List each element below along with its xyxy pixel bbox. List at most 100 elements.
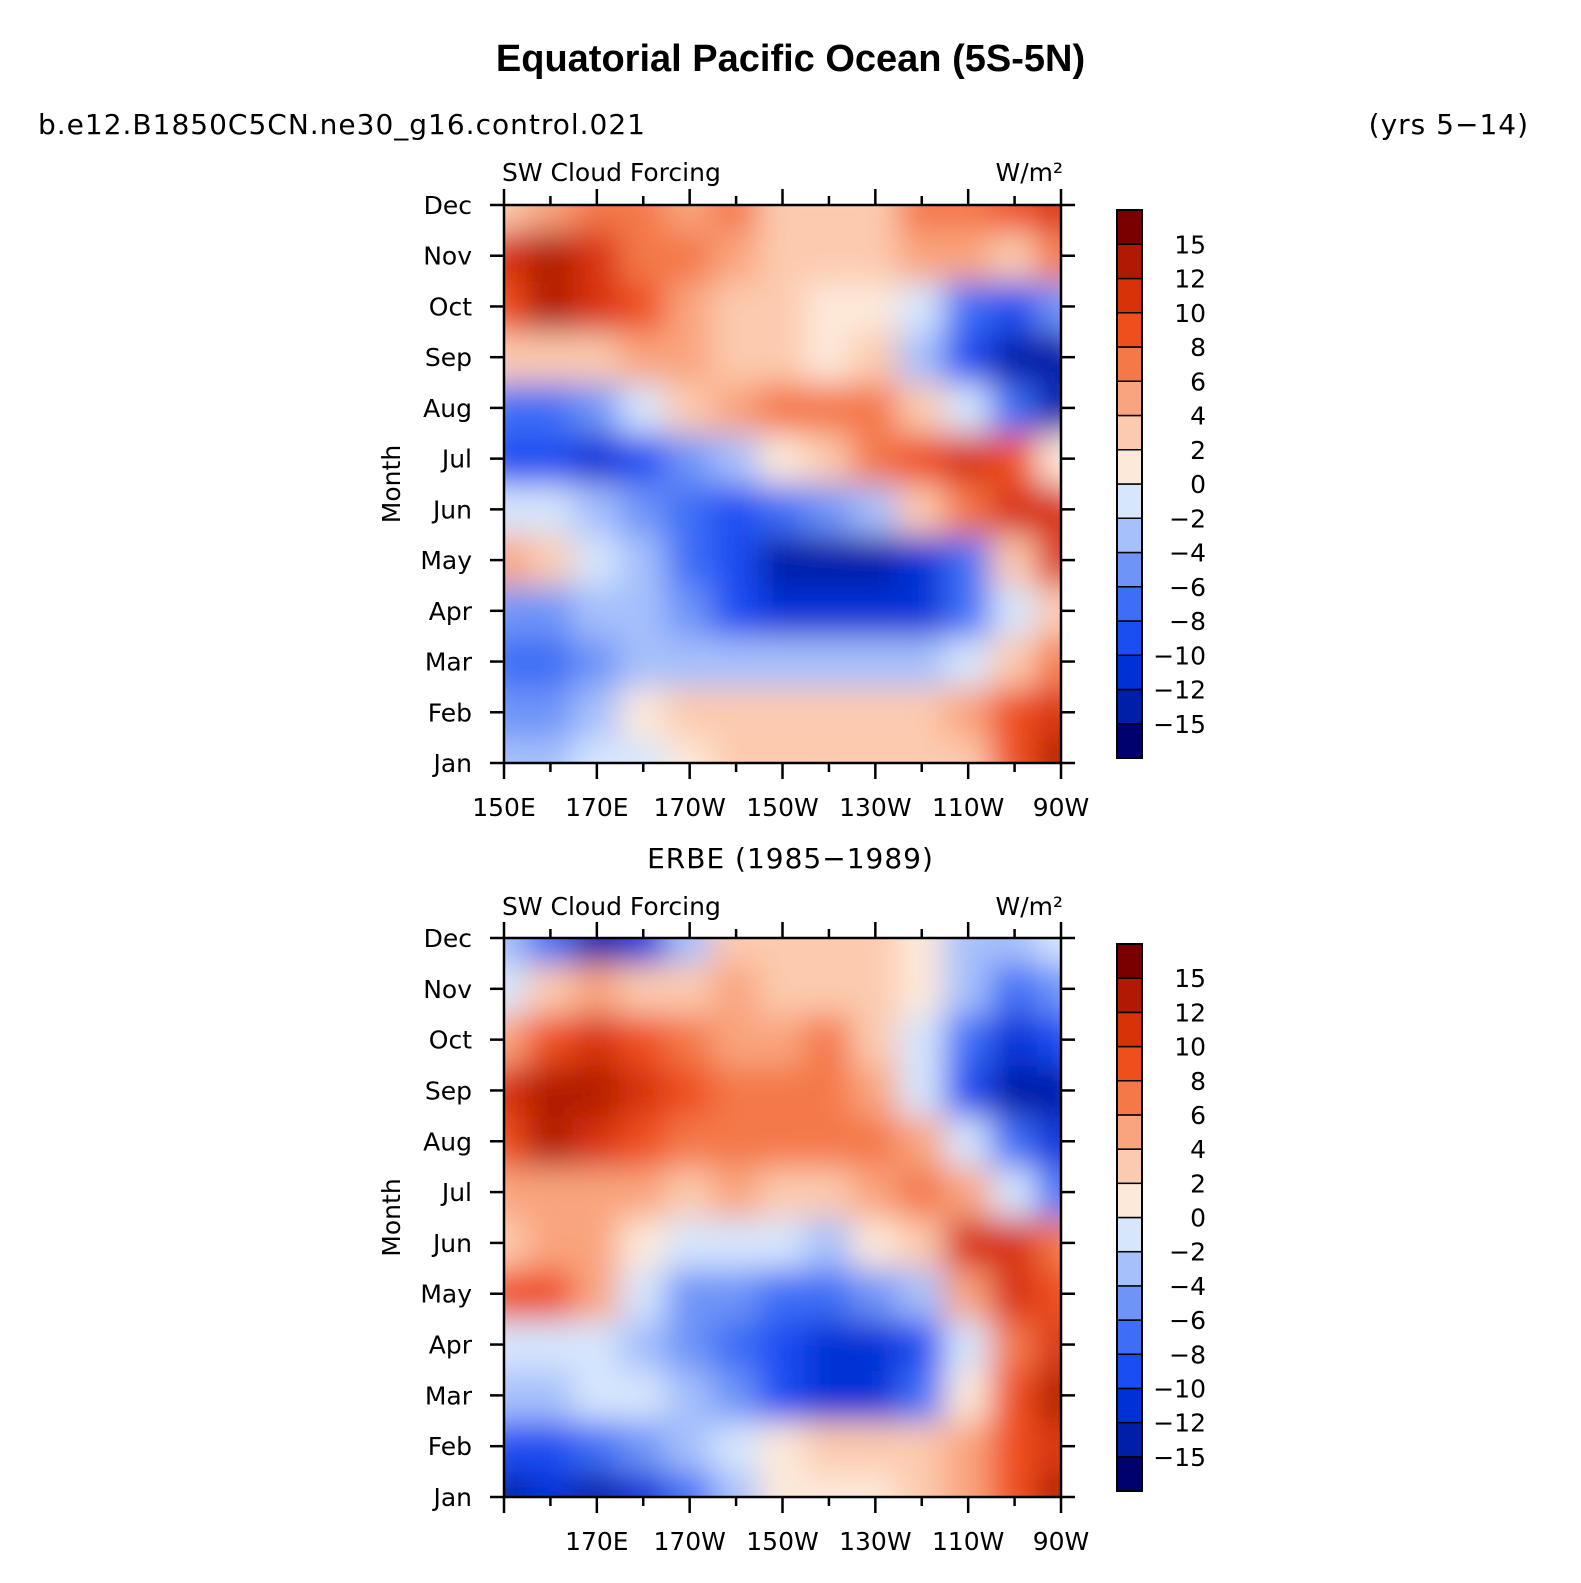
colorbar-label: −4: [1169, 1272, 1206, 1301]
colorbar-1: 15 12 10 8 6 4 2 0 −2 −4 −6 −8 −10 −12 −15: [1116, 209, 1206, 759]
y-tick-label: Oct: [429, 1026, 472, 1055]
x-tick-label: 150W: [746, 793, 818, 822]
heat-cell: [897, 1368, 946, 1422]
heat-cell: [758, 1013, 807, 1067]
heat-cell: [804, 736, 854, 763]
heat-cell: [572, 1419, 622, 1473]
heat-cell: [758, 1064, 807, 1117]
heat-cell: [804, 635, 854, 688]
heat-cell: [851, 1267, 900, 1321]
heat-cell: [804, 280, 854, 333]
heat-cell: [619, 685, 668, 739]
heat-cell: [526, 685, 575, 739]
heat-cell: [990, 1267, 1039, 1321]
heat-cell: [851, 229, 900, 283]
heat-cell: [619, 736, 668, 763]
colorbar-label: 8: [1190, 333, 1206, 362]
colorbar-swatch: [1116, 209, 1143, 245]
heat-cell: [504, 432, 529, 485]
heat-cell: [1036, 432, 1061, 485]
heat-cell: [1036, 1267, 1061, 1321]
colorbar-label: −2: [1169, 504, 1206, 533]
heat-cell: [526, 938, 575, 965]
heat-cell: [943, 584, 993, 638]
heat-cell: [990, 483, 1039, 536]
heat-cell: [804, 1470, 854, 1497]
x-tick-label: 90W: [1033, 1527, 1090, 1556]
colorbar-swatch: [1116, 1114, 1143, 1150]
heat-cell: [851, 381, 900, 435]
heat-cell: [943, 635, 993, 688]
heat-cell: [758, 533, 807, 587]
heat-cell: [572, 483, 622, 536]
heat-cell: [851, 1318, 900, 1371]
heat-cell: [711, 229, 761, 283]
heat-cell: [897, 1114, 946, 1168]
heat-cell: [758, 483, 807, 536]
colorbar-swatch: [1116, 620, 1143, 656]
colorbar-label: −10: [1153, 1374, 1206, 1403]
contour-field-2: [504, 938, 1061, 1497]
heat-cell: [851, 1114, 900, 1168]
colorbar-swatch: [1116, 1148, 1143, 1185]
heat-cell: [665, 938, 714, 965]
heat-cell: [1036, 1064, 1061, 1117]
y-tick-label: Jul: [440, 445, 472, 474]
heat-cell: [990, 938, 1039, 965]
heat-cell: [990, 280, 1039, 333]
heat-cell: [1036, 938, 1061, 965]
heat-cell: [572, 1216, 622, 1270]
x-tick-label: 150E: [472, 793, 536, 822]
heat-cell: [572, 635, 622, 688]
colorbar-label: 12: [1174, 265, 1206, 294]
heat-cell: [943, 1419, 993, 1473]
heat-cell: [619, 205, 668, 232]
heat-cell: [758, 1419, 807, 1473]
colorbar-label: −2: [1169, 1238, 1206, 1267]
colorbar-label: 4: [1190, 402, 1206, 431]
heat-cell: [897, 483, 946, 536]
y-tick-label: Feb: [428, 698, 472, 727]
heat-cell: [711, 483, 761, 536]
colorbar-label: 10: [1174, 299, 1206, 328]
heat-cell: [943, 533, 993, 587]
heat-cell: [851, 205, 900, 232]
heat-cell: [572, 685, 622, 739]
colorbar-swatch: [1116, 723, 1143, 759]
heat-cell: [851, 938, 900, 965]
heat-cell: [897, 1267, 946, 1321]
colorbar-2: 15 12 10 8 6 4 2 0 −2 −4 −6 −8 −10 −12 −15: [1116, 943, 1206, 1492]
heat-cell: [1036, 533, 1061, 587]
heat-cell: [758, 1368, 807, 1422]
colorbar-swatch: [1116, 1319, 1143, 1355]
heat-cell: [804, 1013, 854, 1067]
colorbar-label: 10: [1174, 1033, 1206, 1062]
heat-cell: [897, 685, 946, 739]
colorbar-swatch: [1116, 1421, 1143, 1458]
heat-cell: [711, 1216, 761, 1270]
heat-cell: [572, 1114, 622, 1168]
heat-cell: [943, 432, 993, 485]
heat-cell: [943, 962, 993, 1016]
heat-cell: [619, 938, 668, 965]
heat-cell: [504, 330, 529, 384]
heat-cell: [897, 962, 946, 1016]
heat-cell: [943, 1267, 993, 1321]
colorbar-swatch: [1116, 654, 1143, 691]
heat-cell: [1036, 962, 1061, 1016]
y-tick-label: Jun: [431, 1229, 472, 1258]
colorbar-swatch: [1116, 1216, 1143, 1253]
heat-cell: [504, 685, 529, 739]
heat-cell: [619, 1419, 668, 1473]
heat-cell: [665, 330, 714, 384]
heat-cell: [504, 1318, 529, 1371]
heat-cell: [572, 205, 622, 232]
heat-cell: [526, 1419, 575, 1473]
heat-cell: [1036, 1368, 1061, 1422]
colorbar-label: 8: [1190, 1067, 1206, 1096]
panel-units: W/m²: [995, 892, 1063, 921]
heat-cell: [526, 1216, 575, 1270]
heat-cell: [897, 938, 946, 965]
x-tick-label: 130W: [839, 1527, 911, 1556]
